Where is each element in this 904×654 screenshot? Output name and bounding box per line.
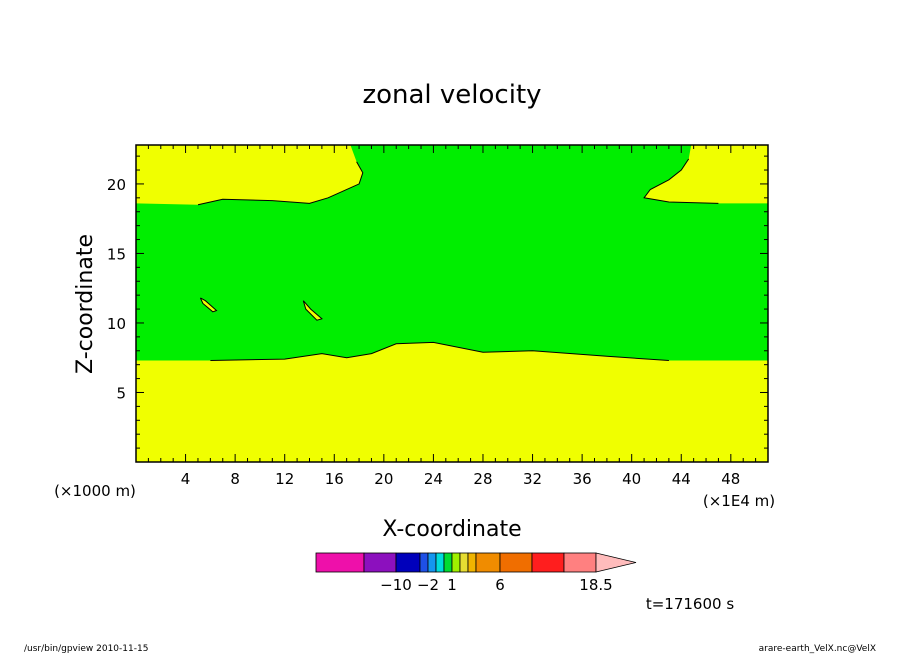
x-tick-label: 48	[721, 470, 740, 488]
x-tick-label: 24	[424, 470, 443, 488]
y-tick-label: 10	[107, 315, 126, 333]
colorbar-swatch	[563, 552, 597, 573]
y-axis-label: Z-coordinate	[73, 234, 98, 374]
colorbar-swatch	[451, 552, 461, 573]
x-tick-label: 44	[672, 470, 691, 488]
contour-line-lower-band	[210, 341, 669, 361]
contour-regions	[136, 145, 768, 462]
plot-frame	[135, 144, 769, 463]
x-tick-label: 28	[473, 470, 492, 488]
footer-left: /usr/bin/gpview 2010-11-15	[24, 644, 148, 654]
x-tick-label: 12	[275, 470, 294, 488]
colorbar-swatch	[427, 552, 437, 573]
y-tick-label: 5	[116, 384, 126, 402]
chart-title: zonal velocity	[362, 80, 541, 110]
colorbar-label: −2	[417, 576, 439, 594]
colorbar-swatch	[419, 552, 429, 573]
colorbar-swatch	[443, 552, 453, 573]
contour-line-small-patch-2	[302, 300, 323, 321]
y-tick-label: 20	[107, 176, 126, 194]
x-tick-label: 40	[622, 470, 641, 488]
region-lower-band	[136, 342, 768, 462]
contour-line-upper-right-cap	[643, 158, 719, 204]
colorbar: −10 −2 1 6 18.5	[315, 552, 637, 594]
colorbar-label: 1	[447, 576, 457, 594]
x-tick-label: 36	[573, 470, 592, 488]
colorbar-swatch	[395, 552, 421, 573]
colorbar-swatch	[435, 552, 445, 573]
colorbar-swatch	[499, 552, 533, 573]
colorbar-label: −10	[380, 576, 412, 594]
colorbar-swatch	[315, 552, 365, 573]
region-small-patch-1	[200, 297, 217, 312]
x-scale-label: (×1E4 m)	[703, 492, 775, 510]
y-scale-label: (×1000 m)	[54, 482, 136, 500]
footer-right: arare-earth_VelX.nc@VelX	[759, 644, 876, 654]
x-tick-label: 16	[325, 470, 344, 488]
x-tick-label: 32	[523, 470, 542, 488]
region-upper-right-cap	[644, 145, 768, 204]
colorbar-swatch	[363, 552, 397, 573]
colorbar-label: 18.5	[579, 576, 612, 594]
y-tick-label: 15	[107, 245, 126, 263]
region-upper-left-cap	[136, 145, 363, 205]
x-tick-label: 8	[230, 470, 240, 488]
contour-line-small-patch-1	[199, 297, 218, 313]
x-tick-label: 20	[374, 470, 393, 488]
colorbar-swatch	[459, 552, 469, 573]
colorbar-swatch	[531, 552, 565, 573]
colorbar-extend-arrow	[595, 552, 637, 573]
colorbar-swatch	[475, 552, 501, 573]
time-label: t=171600 s	[646, 595, 734, 613]
contour-line-upper-left-cap	[197, 161, 364, 206]
colorbar-swatch	[467, 552, 477, 573]
colorbar-label: 6	[495, 576, 505, 594]
x-tick-label: 4	[181, 470, 191, 488]
x-axis-label: X-coordinate	[382, 517, 521, 542]
